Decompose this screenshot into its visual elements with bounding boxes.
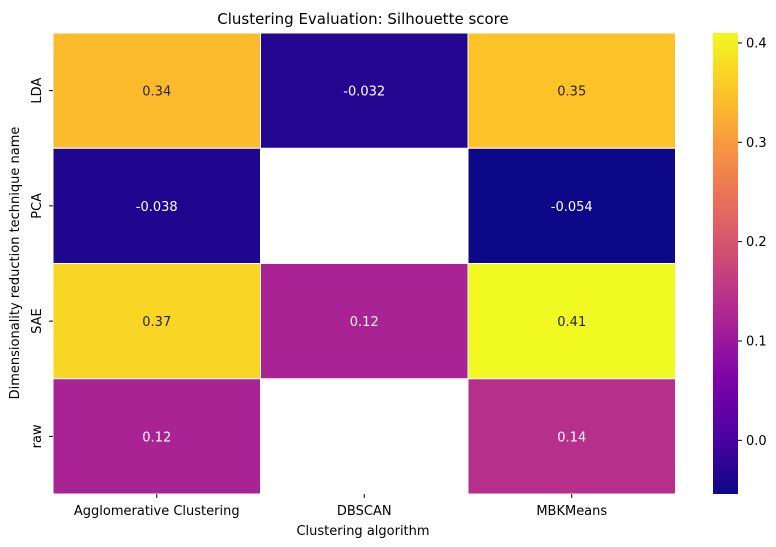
colorbar-tick-label: 0.3 — [746, 136, 767, 151]
x-axis-ticks: Agglomerative Clustering DBSCAN MBKMeans — [74, 494, 607, 519]
x-tick-label: DBSCAN — [337, 504, 392, 519]
chart-title: Clustering Evaluation: Silhouette score — [217, 10, 509, 28]
colorbar — [713, 33, 738, 494]
cell-value-label: -0.054 — [551, 200, 593, 215]
y-tick-label: LDA — [30, 78, 45, 104]
cell-value-label: -0.032 — [343, 85, 385, 100]
cell-value-label: 0.41 — [557, 315, 586, 330]
heatmap-cell — [467, 378, 676, 495]
y-axis-label: Dimensionality reduction technique name — [8, 127, 23, 400]
heatmap-cell — [52, 263, 261, 380]
colorbar-tick-label: 0.0 — [746, 434, 767, 449]
heatmap-cell — [260, 263, 469, 380]
heatmap-cell-empty — [260, 378, 468, 494]
heatmap-cell — [52, 32, 261, 149]
cell-value-label: 0.37 — [142, 315, 171, 330]
colorbar-tick-label: 0.1 — [746, 334, 767, 349]
x-tick-label: MBKMeans — [536, 504, 607, 519]
y-axis-ticks: LDA PCA SAE raw — [30, 78, 53, 448]
cell-value-label: 0.34 — [142, 85, 171, 100]
heatmap-cell — [260, 32, 469, 149]
x-axis-label: Clustering algorithm — [296, 524, 429, 539]
heatmap-cell — [467, 147, 676, 264]
x-tick-label: Agglomerative Clustering — [74, 504, 240, 519]
cell-value-label: 0.12 — [350, 315, 379, 330]
heatmap-cell — [52, 147, 261, 264]
colorbar-tick-label: 0.4 — [746, 36, 767, 51]
y-tick-label: raw — [30, 424, 45, 448]
colorbar-tick-label: 0.2 — [746, 235, 767, 250]
y-tick-label: SAE — [30, 308, 45, 334]
cell-value-label: -0.038 — [136, 200, 178, 215]
heatmap-cells: 0.34 -0.032 0.35 -0.038 -0.054 0.37 0.12 0.41 0.… — [52, 32, 676, 495]
heatmap-cell — [467, 263, 676, 380]
y-tick-label: PCA — [30, 193, 45, 219]
colorbar-ticks: 0.0 0.1 0.2 0.3 0.4 — [738, 36, 767, 449]
heatmap-cell-empty — [260, 148, 468, 264]
cell-value-label: 0.14 — [557, 430, 586, 445]
cell-value-label: 0.12 — [142, 430, 171, 445]
heatmap-cell — [467, 32, 676, 149]
cell-value-label: 0.35 — [557, 85, 586, 100]
